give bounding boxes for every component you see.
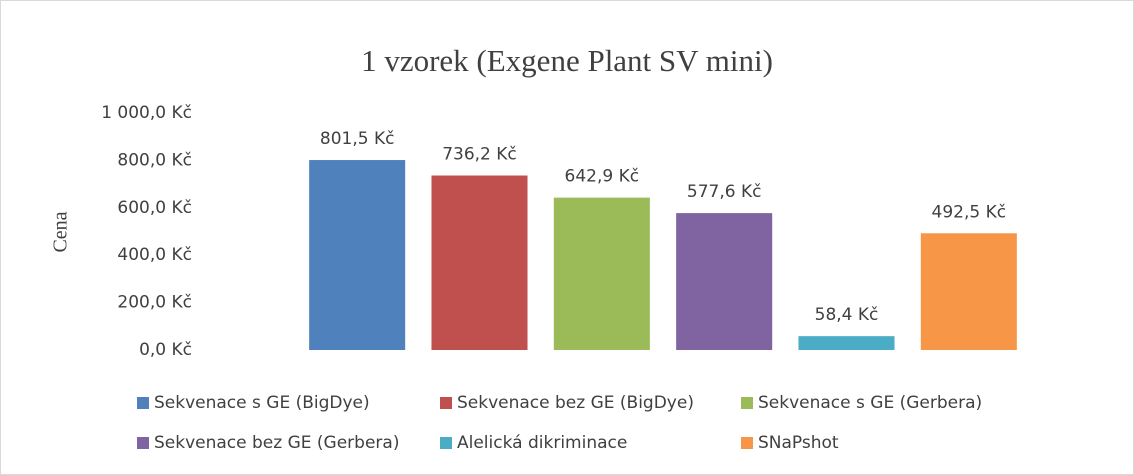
bar (676, 213, 773, 350)
y-tick-label: 600,0 Kč (117, 198, 192, 218)
legend-swatch (137, 437, 149, 449)
y-tick-label: 800,0 Kč (117, 150, 192, 170)
value-label: 801,5 Kč (320, 129, 395, 149)
legend-swatch (440, 397, 452, 409)
y-tick-label: 400,0 Kč (117, 245, 192, 265)
value-label: 492,5 Kč (932, 202, 1007, 222)
legend-swatch (741, 437, 753, 449)
legend-label: Sekvenace s GE (BigDye) (154, 393, 370, 413)
bar (920, 233, 1017, 350)
y-tick-label: 0,0 Kč (139, 340, 192, 360)
value-label: 58,4 Kč (815, 305, 879, 325)
value-label: 642,9 Kč (565, 167, 640, 187)
bar (553, 197, 650, 350)
legend-label: SNaPshot (758, 433, 839, 453)
legend-swatch (137, 397, 149, 409)
legend-swatch (440, 437, 452, 449)
chart-title: 1 vzorek (Exgene Plant SV mini) (361, 43, 773, 78)
legend-label: Alelická dikriminace (457, 433, 627, 453)
y-tick-label: 200,0 Kč (117, 293, 192, 313)
value-label: 736,2 Kč (442, 145, 517, 165)
value-label: 577,6 Kč (687, 182, 762, 202)
legend-label: Sekvenace s GE (Gerbera) (758, 393, 982, 413)
y-axis-label: Cena (50, 211, 72, 252)
y-tick-label: 1 000,0 Kč (101, 103, 192, 123)
bar (798, 336, 895, 350)
legend-swatch (741, 397, 753, 409)
legend-label: Sekvenace bez GE (Gerbera) (154, 433, 399, 453)
bar (431, 175, 528, 350)
legend-label: Sekvenace bez GE (BigDye) (457, 393, 694, 413)
bar (309, 160, 406, 350)
